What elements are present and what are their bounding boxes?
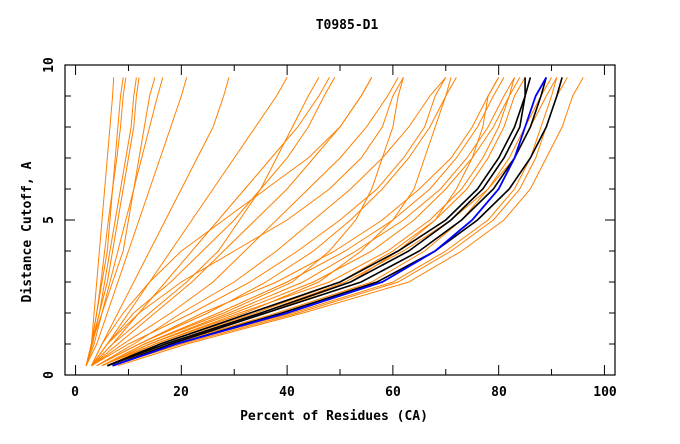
axis-ticks: [65, 64, 615, 376]
series-line-other: [107, 77, 558, 367]
series-line-highlight: [112, 77, 548, 367]
series-line-highlight: [107, 77, 526, 367]
x-axis-label: Percent of Residues (CA): [240, 409, 428, 424]
series-line-highlight: [107, 77, 532, 367]
series-line-other: [90, 77, 230, 366]
chart-title: T0985-D1: [316, 18, 379, 33]
series-line-other: [85, 77, 137, 366]
x-tick-label: 40: [279, 385, 295, 400]
series-line-other: [91, 77, 330, 367]
y-axis-label: Distance Cutoff, A: [20, 161, 35, 302]
series-line-other: [107, 77, 552, 367]
series-line-other: [112, 77, 558, 367]
series-line-other: [85, 77, 156, 366]
series-line-other: [117, 77, 584, 367]
y-tick-label: 10: [42, 57, 57, 73]
series-line-other: [90, 77, 373, 366]
series-line-other: [101, 77, 516, 367]
series-line-other: [101, 77, 505, 367]
x-tick-label: 100: [593, 385, 617, 400]
series-lines: [85, 76, 584, 367]
x-tick-label: 80: [491, 385, 507, 400]
series-line-selected: [112, 76, 548, 367]
series-line-other: [107, 77, 526, 367]
series-line-other: [107, 77, 452, 367]
series-line-other: [96, 77, 447, 367]
y-tick-label: 0: [42, 371, 57, 379]
series-line-other: [85, 77, 115, 366]
series-line-other: [91, 77, 447, 367]
x-tick-label: 20: [173, 385, 189, 400]
x-tick-label: 60: [385, 385, 401, 400]
series-line-other: [85, 77, 188, 366]
series-line-other: [85, 77, 127, 366]
series-line-other: [96, 77, 457, 367]
series-line-other: [96, 77, 500, 367]
series-line-other: [91, 77, 320, 367]
series-line-other: [91, 77, 399, 367]
series-line-other: [91, 77, 288, 366]
series-line-other: [101, 77, 515, 367]
series-line-other: [112, 77, 568, 367]
series-line-other: [85, 77, 164, 366]
series-line-other: [101, 77, 404, 367]
series-line-highlight: [112, 77, 563, 367]
series-line-other: [91, 77, 336, 366]
series-line-other: [101, 77, 521, 367]
y-tick-label: 5: [42, 216, 57, 224]
x-tick-label: 0: [71, 385, 79, 400]
series-line-other: [91, 77, 404, 366]
